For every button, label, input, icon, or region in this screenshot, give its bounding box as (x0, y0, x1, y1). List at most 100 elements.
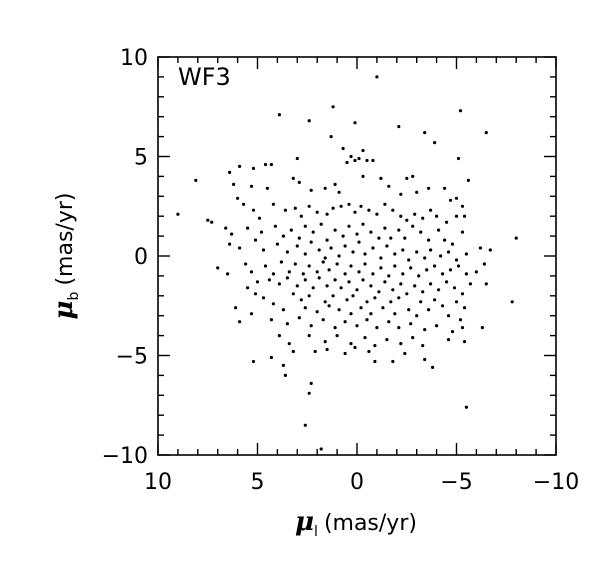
data-point (387, 184, 391, 188)
data-point (277, 113, 281, 117)
data-point (415, 190, 419, 194)
data-point (429, 208, 433, 212)
data-point (427, 238, 431, 242)
data-point (460, 292, 465, 296)
data-point (431, 365, 435, 369)
data-point (236, 196, 240, 200)
data-point (224, 226, 228, 230)
data-point (285, 322, 289, 326)
data-point (349, 264, 353, 268)
data-point (484, 131, 488, 135)
data-point (303, 224, 307, 228)
data-point (450, 242, 455, 246)
data-point (257, 216, 262, 220)
data-point (226, 272, 230, 276)
data-point (458, 109, 463, 113)
data-point (399, 282, 403, 286)
data-point (261, 248, 266, 252)
data-point (429, 248, 433, 252)
data-point (355, 288, 359, 292)
data-point (419, 300, 423, 304)
data-point (460, 204, 465, 208)
data-point (464, 252, 468, 256)
data-point (287, 342, 291, 346)
data-point (242, 202, 246, 206)
x-tick-label: 10 (144, 470, 172, 495)
data-point (393, 264, 397, 268)
data-point (319, 222, 323, 226)
data-point (321, 318, 325, 322)
data-point (423, 256, 427, 260)
data-point (439, 254, 443, 258)
y-tick-label: 0 (134, 245, 148, 270)
data-point (443, 186, 447, 190)
data-point (393, 312, 397, 316)
data-point (371, 246, 375, 250)
data-point (313, 349, 317, 354)
data-point (377, 236, 381, 240)
data-point (307, 391, 311, 395)
x-axis-label: μl (mas/yr) (295, 507, 417, 540)
data-point (251, 166, 256, 170)
data-point (281, 363, 285, 367)
data-point (353, 121, 357, 125)
data-point (351, 250, 355, 254)
data-point (407, 308, 411, 312)
data-point (283, 373, 287, 377)
data-point (387, 274, 391, 278)
data-point (325, 347, 329, 352)
data-point (333, 278, 337, 282)
data-point (303, 278, 307, 282)
data-point (349, 154, 353, 159)
data-point (363, 336, 367, 340)
data-point (445, 220, 449, 224)
data-point (373, 359, 377, 364)
data-point (210, 220, 214, 224)
data-point (488, 248, 492, 252)
data-point (347, 202, 351, 206)
data-point (323, 186, 327, 190)
data-point (484, 282, 488, 286)
data-point (216, 266, 220, 270)
data-point (317, 276, 321, 280)
data-point (271, 272, 275, 276)
y-tick-label: 5 (134, 146, 148, 171)
data-point (415, 314, 419, 318)
data-point (261, 296, 266, 300)
data-point (458, 318, 463, 322)
data-point (391, 359, 395, 364)
data-point (285, 276, 289, 280)
data-point (281, 308, 285, 312)
data-point (464, 405, 468, 409)
data-point (303, 423, 307, 427)
data-point (411, 174, 415, 178)
data-point (446, 338, 451, 342)
data-point (345, 298, 349, 302)
data-point (510, 300, 514, 304)
data-point (353, 158, 357, 163)
data-point (253, 238, 258, 242)
data-point (327, 268, 331, 272)
data-point (299, 298, 303, 302)
data-point (445, 280, 449, 284)
data-point (375, 75, 379, 79)
data-point (373, 296, 377, 300)
data-point (303, 252, 307, 256)
data-point (363, 252, 367, 256)
data-point (462, 214, 467, 218)
data-point (279, 260, 283, 264)
data-point (325, 212, 329, 216)
data-point (293, 262, 297, 266)
data-point (277, 282, 281, 286)
data-point (367, 208, 371, 212)
data-point (441, 304, 445, 308)
data-point (383, 226, 387, 230)
data-point (251, 359, 256, 364)
data-point (333, 326, 337, 330)
data-point (464, 272, 468, 276)
data-point (454, 214, 459, 218)
data-point (405, 218, 409, 222)
data-point (353, 210, 357, 214)
data-point (285, 250, 289, 254)
